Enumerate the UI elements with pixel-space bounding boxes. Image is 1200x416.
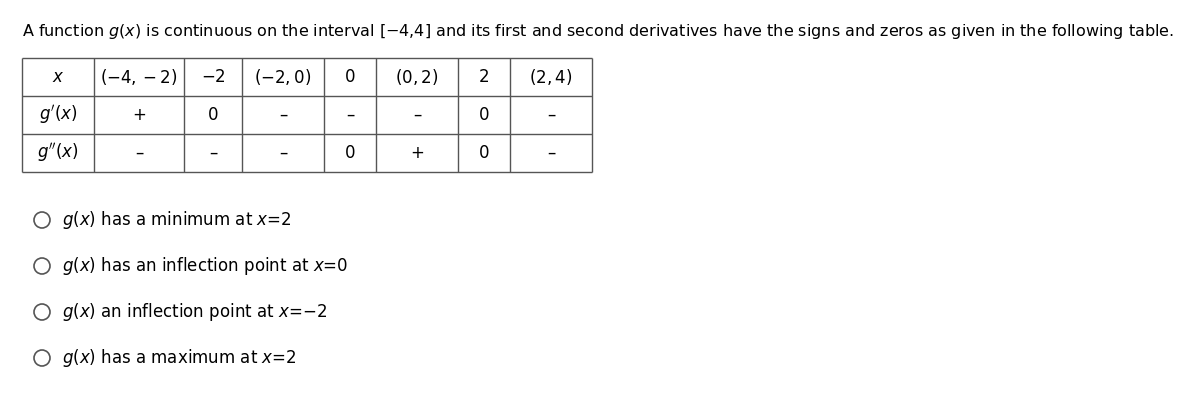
Text: –: –	[413, 106, 421, 124]
Text: –: –	[547, 106, 556, 124]
Text: –: –	[278, 144, 287, 162]
Text: $(-4,-2)$: $(-4,-2)$	[101, 67, 178, 87]
Text: 0: 0	[479, 106, 490, 124]
Text: 0: 0	[208, 106, 218, 124]
Text: –: –	[134, 144, 143, 162]
Text: $2$: $2$	[479, 68, 490, 86]
Text: –: –	[346, 106, 354, 124]
Text: $g(x)$ an inflection point at $x$=−2: $g(x)$ an inflection point at $x$=−2	[62, 301, 328, 323]
Text: $x$: $x$	[52, 68, 65, 86]
Text: A function $g(x)$ is continuous on the interval [−4,4] and its first and second : A function $g(x)$ is continuous on the i…	[22, 22, 1174, 41]
Text: $g(x)$ has a maximum at $x$=2: $g(x)$ has a maximum at $x$=2	[62, 347, 296, 369]
Text: $g'(x)$: $g'(x)$	[38, 104, 77, 126]
Text: $0$: $0$	[344, 68, 355, 86]
Text: $(0,2)$: $(0,2)$	[395, 67, 439, 87]
Text: –: –	[209, 144, 217, 162]
Text: –: –	[547, 144, 556, 162]
Text: $(2,4)$: $(2,4)$	[529, 67, 572, 87]
Text: $-2$: $-2$	[200, 68, 226, 86]
Text: $(-2,0)$: $(-2,0)$	[254, 67, 312, 87]
Text: $g(x)$ has an inflection point at $x$=0: $g(x)$ has an inflection point at $x$=0	[62, 255, 348, 277]
Text: 0: 0	[344, 144, 355, 162]
Text: 0: 0	[479, 144, 490, 162]
Text: $g''(x)$: $g''(x)$	[37, 141, 79, 164]
Text: +: +	[410, 144, 424, 162]
Text: –: –	[278, 106, 287, 124]
Text: +: +	[132, 106, 146, 124]
Text: $g(x)$ has a minimum at $x$=2: $g(x)$ has a minimum at $x$=2	[62, 209, 292, 231]
